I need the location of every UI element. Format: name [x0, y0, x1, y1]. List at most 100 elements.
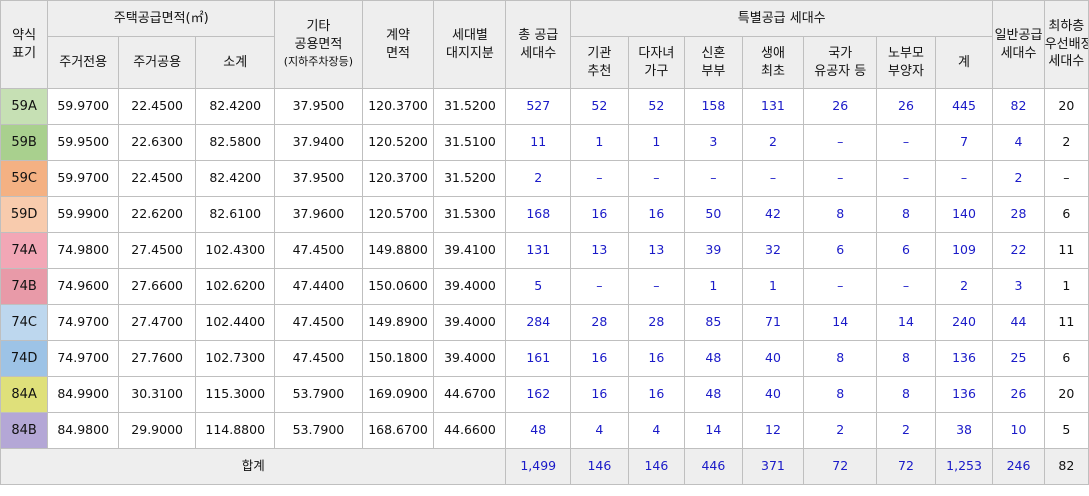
cell-agency: – — [570, 160, 629, 197]
cell-common: 27.6600 — [118, 268, 197, 305]
cell-elderly: 6 — [876, 232, 936, 269]
cell-first-time: 1 — [741, 268, 805, 305]
cell-type: 74C — [0, 304, 49, 341]
cell-common: 27.4500 — [118, 232, 197, 269]
cell-elderly: 14 — [876, 304, 936, 341]
cell-subtotal: 82.6100 — [195, 196, 276, 233]
header-special-sum: 계 — [934, 36, 994, 89]
cell-veterans: – — [803, 268, 878, 305]
table-row: 74D 74.9700 27.7600 102.7300 47.4500 150.1800… — [0, 340, 1089, 377]
header-common: 주거공용 — [118, 36, 197, 89]
cell-subtotal: 102.4400 — [195, 304, 276, 341]
header-first-time: 생애 최초 — [741, 36, 805, 89]
cell-newlywed: 48 — [684, 340, 743, 377]
cell-other-common: 53.7900 — [274, 376, 363, 413]
cell-other-common: 53.7900 — [274, 412, 363, 449]
cell-land-share: 31.5300 — [433, 196, 507, 233]
cell-type: 74A — [0, 232, 49, 269]
cell-newlywed: 1 — [684, 268, 743, 305]
cell-land-share: 39.4100 — [433, 232, 507, 269]
cell-agency: 4 — [570, 412, 629, 449]
cell-general: 26 — [992, 376, 1045, 413]
table-body: 59A 59.9700 22.4500 82.4200 37.9500 120.3700 3… — [0, 88, 1089, 449]
cell-multichild: 16 — [627, 340, 686, 377]
cell-exclusive: 59.9900 — [47, 196, 120, 233]
table-row: 84B 84.9800 29.9000 114.8800 53.7900 168.6700… — [0, 412, 1089, 449]
cell-contract-area: 168.6700 — [361, 412, 435, 449]
cell-special-sum: 136 — [934, 376, 994, 413]
cell-land-share: 31.5200 — [433, 160, 507, 197]
cell-general: 2 — [992, 160, 1045, 197]
header-multichild: 다자녀 가구 — [627, 36, 686, 89]
header-elderly: 노부모 부양자 — [876, 36, 936, 89]
table-row: 84A 84.9900 30.3100 115.3000 53.7900 169.0900… — [0, 376, 1089, 413]
cell-elderly: 8 — [876, 196, 936, 233]
cell-subtotal: 102.7300 — [195, 340, 276, 377]
total-label: 합계 — [0, 448, 507, 485]
cell-land-share: 39.4000 — [433, 340, 507, 377]
cell-veterans: 14 — [803, 304, 878, 341]
cell-newlywed: 158 — [684, 88, 743, 125]
cell-other-common: 47.4500 — [274, 340, 363, 377]
cell-first-time: 2 — [741, 124, 805, 161]
cell-agency: 52 — [570, 88, 629, 125]
cell-veterans: – — [803, 124, 878, 161]
cell-multichild: 1 — [627, 124, 686, 161]
cell-exclusive: 84.9800 — [47, 412, 120, 449]
cell-multichild: – — [627, 268, 686, 305]
header-newlywed: 신혼 부부 — [684, 36, 743, 89]
cell-general: 82 — [992, 88, 1045, 125]
header-subtotal: 소계 — [195, 36, 276, 89]
cell-newlywed: 85 — [684, 304, 743, 341]
cell-special-sum: – — [934, 160, 994, 197]
cell-newlywed: 50 — [684, 196, 743, 233]
cell-total-supply: 162 — [505, 376, 572, 413]
total-row: 합계 1,499 146 146 446 371 72 72 1,253 246… — [0, 448, 1089, 485]
header-type: 약식 표기 — [0, 0, 49, 89]
cell-veterans: 8 — [803, 196, 878, 233]
header-total-supply: 총 공급 세대수 — [505, 0, 572, 89]
cell-general: 44 — [992, 304, 1045, 341]
cell-type: 59D — [0, 196, 49, 233]
header-lowest-floor: 최하층 우선배정 세대수 — [1043, 0, 1089, 89]
cell-common: 27.4700 — [118, 304, 197, 341]
table-row: 59C 59.9700 22.4500 82.4200 37.9500 120.3700 3… — [0, 160, 1089, 197]
cell-lowest-floor: 5 — [1043, 412, 1089, 449]
cell-general: 25 — [992, 340, 1045, 377]
supply-table: 약식 표기 주택공급면적(㎡) 기타 공용면적 (지하주차장등) 계약 면적 세대별 대지… — [0, 0, 1089, 485]
cell-exclusive: 74.9800 — [47, 232, 120, 269]
cell-subtotal: 82.4200 — [195, 160, 276, 197]
cell-veterans: 2 — [803, 412, 878, 449]
cell-veterans: – — [803, 160, 878, 197]
cell-contract-area: 150.0600 — [361, 268, 435, 305]
cell-land-share: 31.5200 — [433, 88, 507, 125]
cell-other-common: 37.9400 — [274, 124, 363, 161]
cell-multichild: 52 — [627, 88, 686, 125]
cell-exclusive: 74.9600 — [47, 268, 120, 305]
header-exclusive: 주거전용 — [47, 36, 120, 89]
cell-exclusive: 59.9700 — [47, 88, 120, 125]
cell-total-supply: 527 — [505, 88, 572, 125]
cell-lowest-floor: 20 — [1043, 88, 1089, 125]
total-supply: 1,499 — [505, 448, 572, 485]
cell-subtotal: 82.4200 — [195, 88, 276, 125]
cell-common: 30.3100 — [118, 376, 197, 413]
cell-exclusive: 59.9700 — [47, 160, 120, 197]
cell-total-supply: 11 — [505, 124, 572, 161]
cell-contract-area: 120.5700 — [361, 196, 435, 233]
cell-exclusive: 74.9700 — [47, 304, 120, 341]
cell-first-time: 32 — [741, 232, 805, 269]
cell-total-supply: 48 — [505, 412, 572, 449]
cell-general: 28 — [992, 196, 1045, 233]
cell-contract-area: 169.0900 — [361, 376, 435, 413]
cell-first-time: 42 — [741, 196, 805, 233]
cell-first-time: 12 — [741, 412, 805, 449]
cell-special-sum: 136 — [934, 340, 994, 377]
table-row: 74B 74.9600 27.6600 102.6200 47.4400 150.0600… — [0, 268, 1089, 305]
cell-total-supply: 2 — [505, 160, 572, 197]
cell-elderly: – — [876, 160, 936, 197]
cell-special-sum: 445 — [934, 88, 994, 125]
cell-other-common: 47.4500 — [274, 232, 363, 269]
cell-contract-area: 120.3700 — [361, 88, 435, 125]
cell-multichild: 13 — [627, 232, 686, 269]
